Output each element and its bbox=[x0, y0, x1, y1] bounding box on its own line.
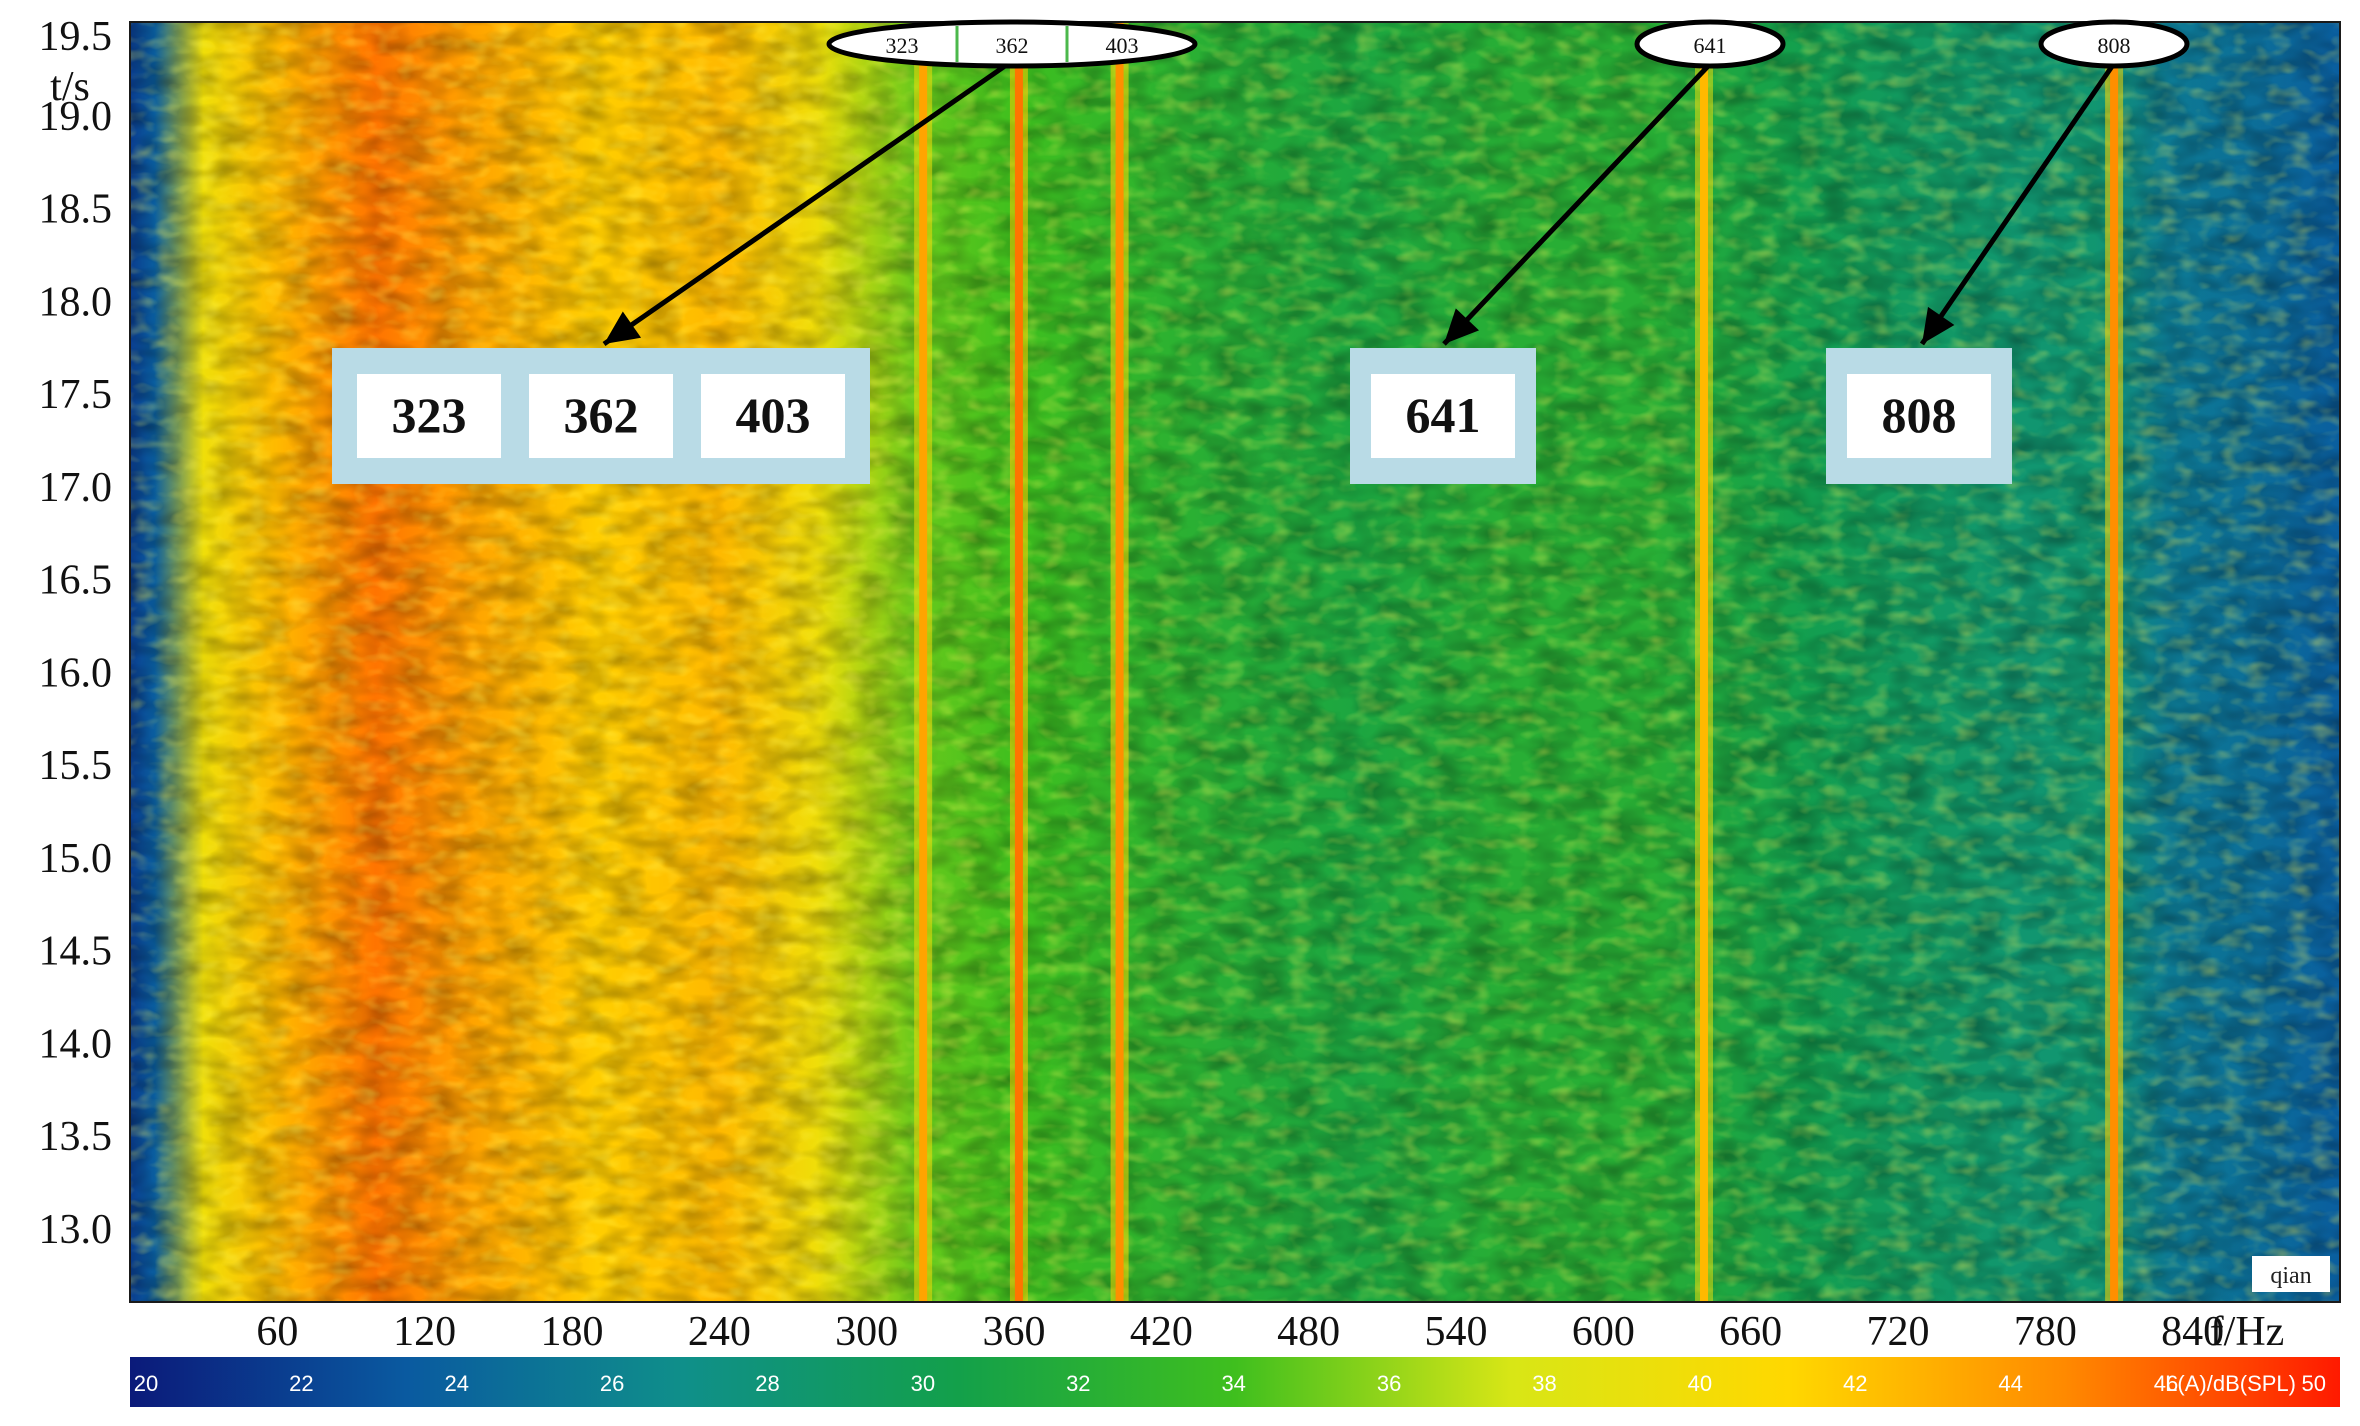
colorbar-tick-label: 36 bbox=[1377, 1371, 1401, 1396]
colorbar-tick-label: 32 bbox=[1066, 1371, 1090, 1396]
marker-ellipse bbox=[1634, 19, 1786, 69]
x-tick-label: 780 bbox=[2014, 1309, 2077, 1355]
callout-cell bbox=[1847, 374, 1991, 458]
y-tick-label: 19.5 bbox=[39, 14, 113, 60]
colorbar-tick-label: 20 bbox=[134, 1371, 158, 1396]
callout-cell bbox=[357, 374, 501, 458]
x-tick-label: 300 bbox=[835, 1309, 898, 1355]
y-tick-label: 16.0 bbox=[39, 650, 113, 696]
y-tick-label: 13.5 bbox=[39, 1114, 113, 1160]
annotations: 323 362 403 641 808 323 362 403 641 808 bbox=[332, 19, 2190, 484]
x-tick-label: 180 bbox=[541, 1309, 604, 1355]
x-tick-label: 60 bbox=[256, 1309, 298, 1355]
y-tick-label: 18.5 bbox=[39, 187, 113, 233]
callout-label: 403 bbox=[736, 387, 811, 443]
colorbar-tick-label: 22 bbox=[289, 1371, 313, 1396]
y-tick-label: 13.0 bbox=[39, 1207, 113, 1253]
top-marker-right: 808 bbox=[2038, 19, 2190, 69]
axes: 60 120 180 240 300 360 420 480 540 600 660 720 780 84… bbox=[39, 14, 2285, 1355]
marker-ellipse bbox=[826, 19, 1198, 69]
x-tick-label: 240 bbox=[688, 1309, 751, 1355]
colorbar-tick-label: 38 bbox=[1532, 1371, 1556, 1396]
callout-arrows bbox=[602, 60, 2118, 347]
arrow-head bbox=[604, 311, 642, 344]
y-tick-label: 15.0 bbox=[39, 836, 113, 882]
y-tick-label: 14.5 bbox=[39, 929, 113, 975]
callout-label: 362 bbox=[564, 387, 639, 443]
colorbar: 20 22 24 26 28 30 32 34 36 38 40 42 44 46 50L(A)/dB(SP… bbox=[130, 1357, 2340, 1407]
tonal-line bbox=[1115, 22, 1124, 1302]
colorbar-tick-label: 46 bbox=[2154, 1371, 2178, 1396]
y-tick-label: 18.0 bbox=[39, 279, 113, 325]
marker-label: 808 bbox=[2098, 33, 2131, 58]
x-tick-label: 660 bbox=[1719, 1309, 1782, 1355]
x-tick-label: 840 bbox=[2161, 1309, 2224, 1355]
colorbar-tick-label: 24 bbox=[445, 1371, 469, 1396]
colorbar-tick-label: 44 bbox=[1998, 1371, 2022, 1396]
callout-arrow bbox=[602, 63, 1007, 347]
y-tick-label: 17.5 bbox=[39, 372, 113, 418]
top-marker-left: 323 362 403 bbox=[826, 19, 1198, 69]
tonal-line bbox=[1700, 22, 1709, 1302]
y-axis-label: t/s bbox=[50, 64, 90, 110]
callout-arrow bbox=[1919, 60, 2118, 346]
y-tick-label: 19.0 bbox=[39, 94, 113, 140]
colorbar-tick-label: 28 bbox=[755, 1371, 779, 1396]
colorbar-tick-label: 30 bbox=[911, 1371, 935, 1396]
colorbar-tick-label: 40 bbox=[1688, 1371, 1712, 1396]
callout-cell bbox=[529, 374, 673, 458]
x-axis-label: f/Hz bbox=[2210, 1309, 2285, 1355]
arrow-head bbox=[1922, 306, 1955, 344]
y-tick-label: 15.5 bbox=[39, 743, 113, 789]
x-tick-label: 420 bbox=[1130, 1309, 1193, 1355]
colorbar-tick-label: 34 bbox=[1221, 1371, 1245, 1396]
marker-ellipse bbox=[2038, 19, 2190, 69]
tonal-line bbox=[1014, 22, 1023, 1302]
x-tick-label: 720 bbox=[1867, 1309, 1930, 1355]
marker-label: 641 bbox=[1694, 33, 1727, 58]
callout-box-left: 323 362 403 bbox=[332, 348, 870, 484]
callout-arrow bbox=[1442, 60, 1714, 346]
callout-cell bbox=[1371, 374, 1515, 458]
spectrum-texture-highlights bbox=[130, 22, 2340, 1302]
top-marker-mid: 641 bbox=[1634, 19, 1786, 69]
x-tick-label: 540 bbox=[1425, 1309, 1488, 1355]
y-tick-label: 17.0 bbox=[39, 465, 113, 511]
callout-label: 808 bbox=[1882, 387, 1957, 443]
x-tick-label: 480 bbox=[1277, 1309, 1340, 1355]
colorbar-tick-label: 26 bbox=[600, 1371, 624, 1396]
plot-area: qian bbox=[130, 22, 2340, 1302]
callout-box-right: 808 bbox=[1826, 348, 2012, 484]
colorbar-tick-label: 42 bbox=[1843, 1371, 1867, 1396]
marker-label: 403 bbox=[1106, 33, 1139, 58]
watermark: qian bbox=[2252, 1256, 2330, 1292]
colorbar-tick-label: 50 bbox=[2302, 1371, 2326, 1396]
y-tick-label: 14.0 bbox=[39, 1021, 113, 1067]
callout-label: 323 bbox=[392, 387, 467, 443]
tonal-line bbox=[2110, 22, 2119, 1302]
marker-label: 323 bbox=[886, 33, 919, 58]
tonal-line bbox=[919, 22, 928, 1302]
plot-frame bbox=[129, 21, 2341, 1303]
callout-cell bbox=[701, 374, 845, 458]
y-tick-label: 16.5 bbox=[39, 558, 113, 604]
callout-label: 641 bbox=[1406, 387, 1481, 443]
arrow-head bbox=[1444, 308, 1480, 344]
marker-label: 362 bbox=[996, 33, 1029, 58]
x-tick-label: 600 bbox=[1572, 1309, 1635, 1355]
colorbar-gradient bbox=[130, 1357, 2340, 1407]
watermark-text: qian bbox=[2270, 1263, 2311, 1289]
x-tick-label: 360 bbox=[983, 1309, 1046, 1355]
callout-box-mid: 641 bbox=[1350, 348, 1536, 484]
x-tick-label: 120 bbox=[393, 1309, 456, 1355]
colorbar-label: L(A)/dB(SPL) bbox=[2165, 1371, 2296, 1396]
